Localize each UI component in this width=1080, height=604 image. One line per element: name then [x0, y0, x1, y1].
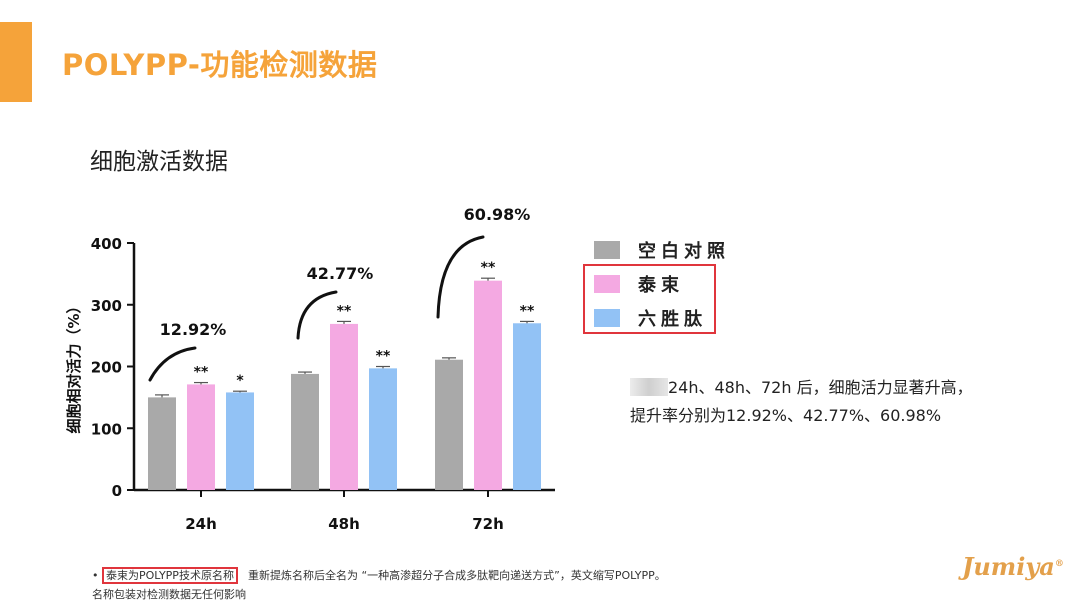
blurred-text-patch [630, 378, 668, 396]
footnote-line-1: • 泰束为POLYPP技术原名称 重新提炼名称后全名为 “一种高渗超分子合成多肽靶… [92, 567, 666, 584]
bar [226, 392, 254, 490]
footnote-line-1-rest: 重新提炼名称后全名为 “一种高渗超分子合成多肽靶向递送方式”，英文缩写POLYP… [247, 569, 666, 582]
legend-item-hexapeptide: 六胜肽 [594, 301, 730, 335]
legend-item-taishu: 泰束 [594, 267, 730, 301]
legend-swatch-taishu [594, 275, 620, 293]
footnote-line-2: 名称包装对检测数据无任何影响 [92, 588, 246, 601]
improvement-arc [148, 346, 197, 382]
brand-name: Jumiya [962, 552, 1055, 581]
bar [291, 373, 319, 490]
y-tick-label: 400 [91, 235, 122, 253]
bar [330, 323, 358, 490]
legend-swatch-hexapeptide [594, 309, 620, 327]
registered-mark: ® [1054, 559, 1064, 569]
significance-marker: ** [337, 303, 352, 319]
significance-marker: ** [376, 349, 391, 365]
chart-legend: 空白对照 泰束 六胜肽 [594, 233, 730, 335]
bar [148, 397, 176, 490]
result-description: 24h、48h、72h 后，细胞活力显著升高， 提升率分别为12.92%、42.… [630, 374, 1050, 430]
section-title: 细胞激活数据 [90, 149, 228, 175]
description-line-1: 24h、48h、72h 后，细胞活力显著升高， [630, 374, 1050, 402]
y-axis-label: 细胞相对活力（%） [65, 298, 83, 433]
y-tick-label: 200 [91, 359, 122, 377]
description-line-2: 提升率分别为12.92%、42.77%、60.98% [630, 406, 942, 425]
page-title: POLYPP-功能检测数据 [62, 48, 378, 82]
y-tick-label: 300 [91, 297, 122, 315]
footnote: • 泰束为POLYPP技术原名称 重新提炼名称后全名为 “一种高渗超分子合成多肽靶… [92, 566, 666, 604]
bar [513, 323, 541, 490]
x-tick-label: 72h [472, 515, 504, 533]
bar [187, 384, 215, 490]
improvement-label: 12.92% [160, 320, 227, 339]
y-tick-label: 0 [112, 482, 122, 500]
legend-swatch-control [594, 241, 620, 259]
accent-bar [0, 22, 32, 102]
significance-marker: ** [481, 260, 496, 276]
footnote-highlight: 泰束为POLYPP技术原名称 [102, 567, 238, 584]
significance-marker: ** [520, 303, 535, 319]
improvement-label: 60.98% [464, 205, 531, 224]
bar [474, 280, 502, 490]
bar [435, 359, 463, 490]
improvement-arc [436, 235, 485, 319]
x-tick-label: 24h [185, 515, 217, 533]
legend-item-control: 空白对照 [594, 233, 730, 267]
improvement-arc [296, 290, 338, 340]
x-tick-label: 48h [328, 515, 360, 533]
y-tick-label: 100 [91, 420, 122, 438]
improvement-label: 42.77% [307, 264, 374, 283]
bar [369, 368, 397, 490]
legend-highlight-box [583, 264, 716, 334]
legend-label-control: 空白对照 [638, 241, 730, 262]
brand-logo: Jumiya® [962, 552, 1064, 581]
significance-marker: * [236, 373, 244, 389]
significance-marker: ** [194, 365, 209, 381]
legend-label-hexapeptide: 六胜肽 [638, 309, 707, 330]
legend-label-taishu: 泰束 [638, 275, 684, 296]
description-line-1-text: 24h、48h、72h 后，细胞活力显著升高， [668, 378, 973, 397]
